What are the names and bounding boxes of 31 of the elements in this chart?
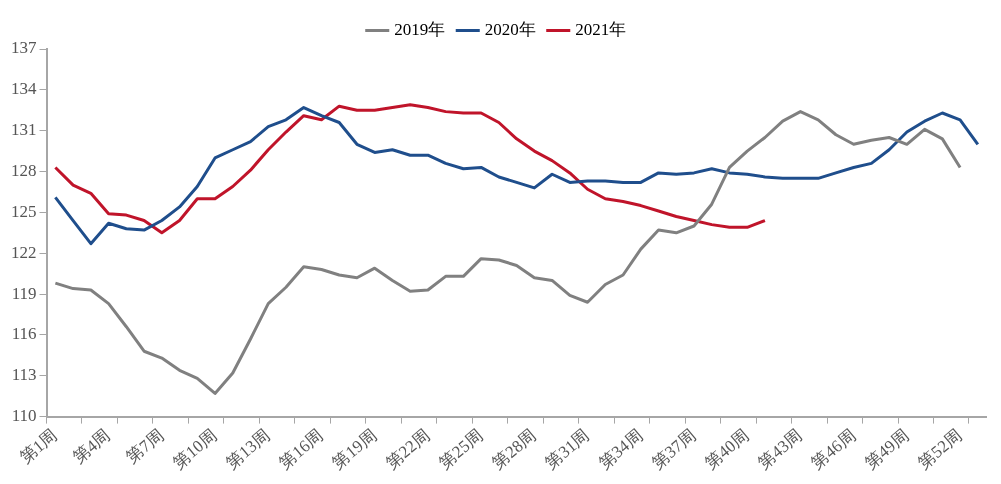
x-tick-label: 第34周 [594, 425, 647, 473]
x-tick-label: 第22周 [382, 425, 434, 473]
y-tick-label: 134 [11, 79, 37, 99]
x-tick-label: 第37周 [648, 425, 700, 473]
x-tick-label: 第4周 [69, 425, 115, 468]
y-tick-label: 110 [11, 406, 37, 426]
y-tick-label: 122 [11, 242, 37, 262]
x-tick-label: 第25周 [435, 425, 487, 473]
y-tick-label: 137 [11, 38, 37, 58]
y-tick-label: 125 [11, 201, 37, 221]
y-tick-label: 113 [11, 365, 37, 385]
x-tick-label: 第49周 [861, 425, 913, 473]
x-tick-label: 第19周 [328, 425, 381, 473]
x-tick-label: 第46周 [807, 425, 860, 473]
y-tick-label: 119 [11, 283, 37, 303]
legend-label: 2019年 [394, 19, 446, 39]
legend-label: 2020年 [484, 19, 536, 39]
x-tick-label: 第31周 [541, 425, 593, 473]
x-tick-label: 第40周 [701, 425, 753, 473]
x-tick-label: 第52周 [914, 425, 966, 473]
x-tick-label: 第10周 [169, 425, 221, 473]
x-tick-label: 第28周 [488, 425, 540, 473]
x-tick-label: 第1周 [16, 425, 61, 468]
x-tick-label: 第16周 [275, 425, 327, 473]
x-tick-label: 第7周 [122, 425, 168, 468]
y-tick-label: 131 [11, 120, 37, 140]
y-tick-label: 128 [11, 161, 37, 180]
x-tick-label: 第13周 [222, 425, 274, 473]
x-tick-label: 第43周 [754, 425, 806, 473]
y-tick-label: 116 [11, 324, 37, 344]
legend-label: 2021年 [575, 19, 627, 39]
